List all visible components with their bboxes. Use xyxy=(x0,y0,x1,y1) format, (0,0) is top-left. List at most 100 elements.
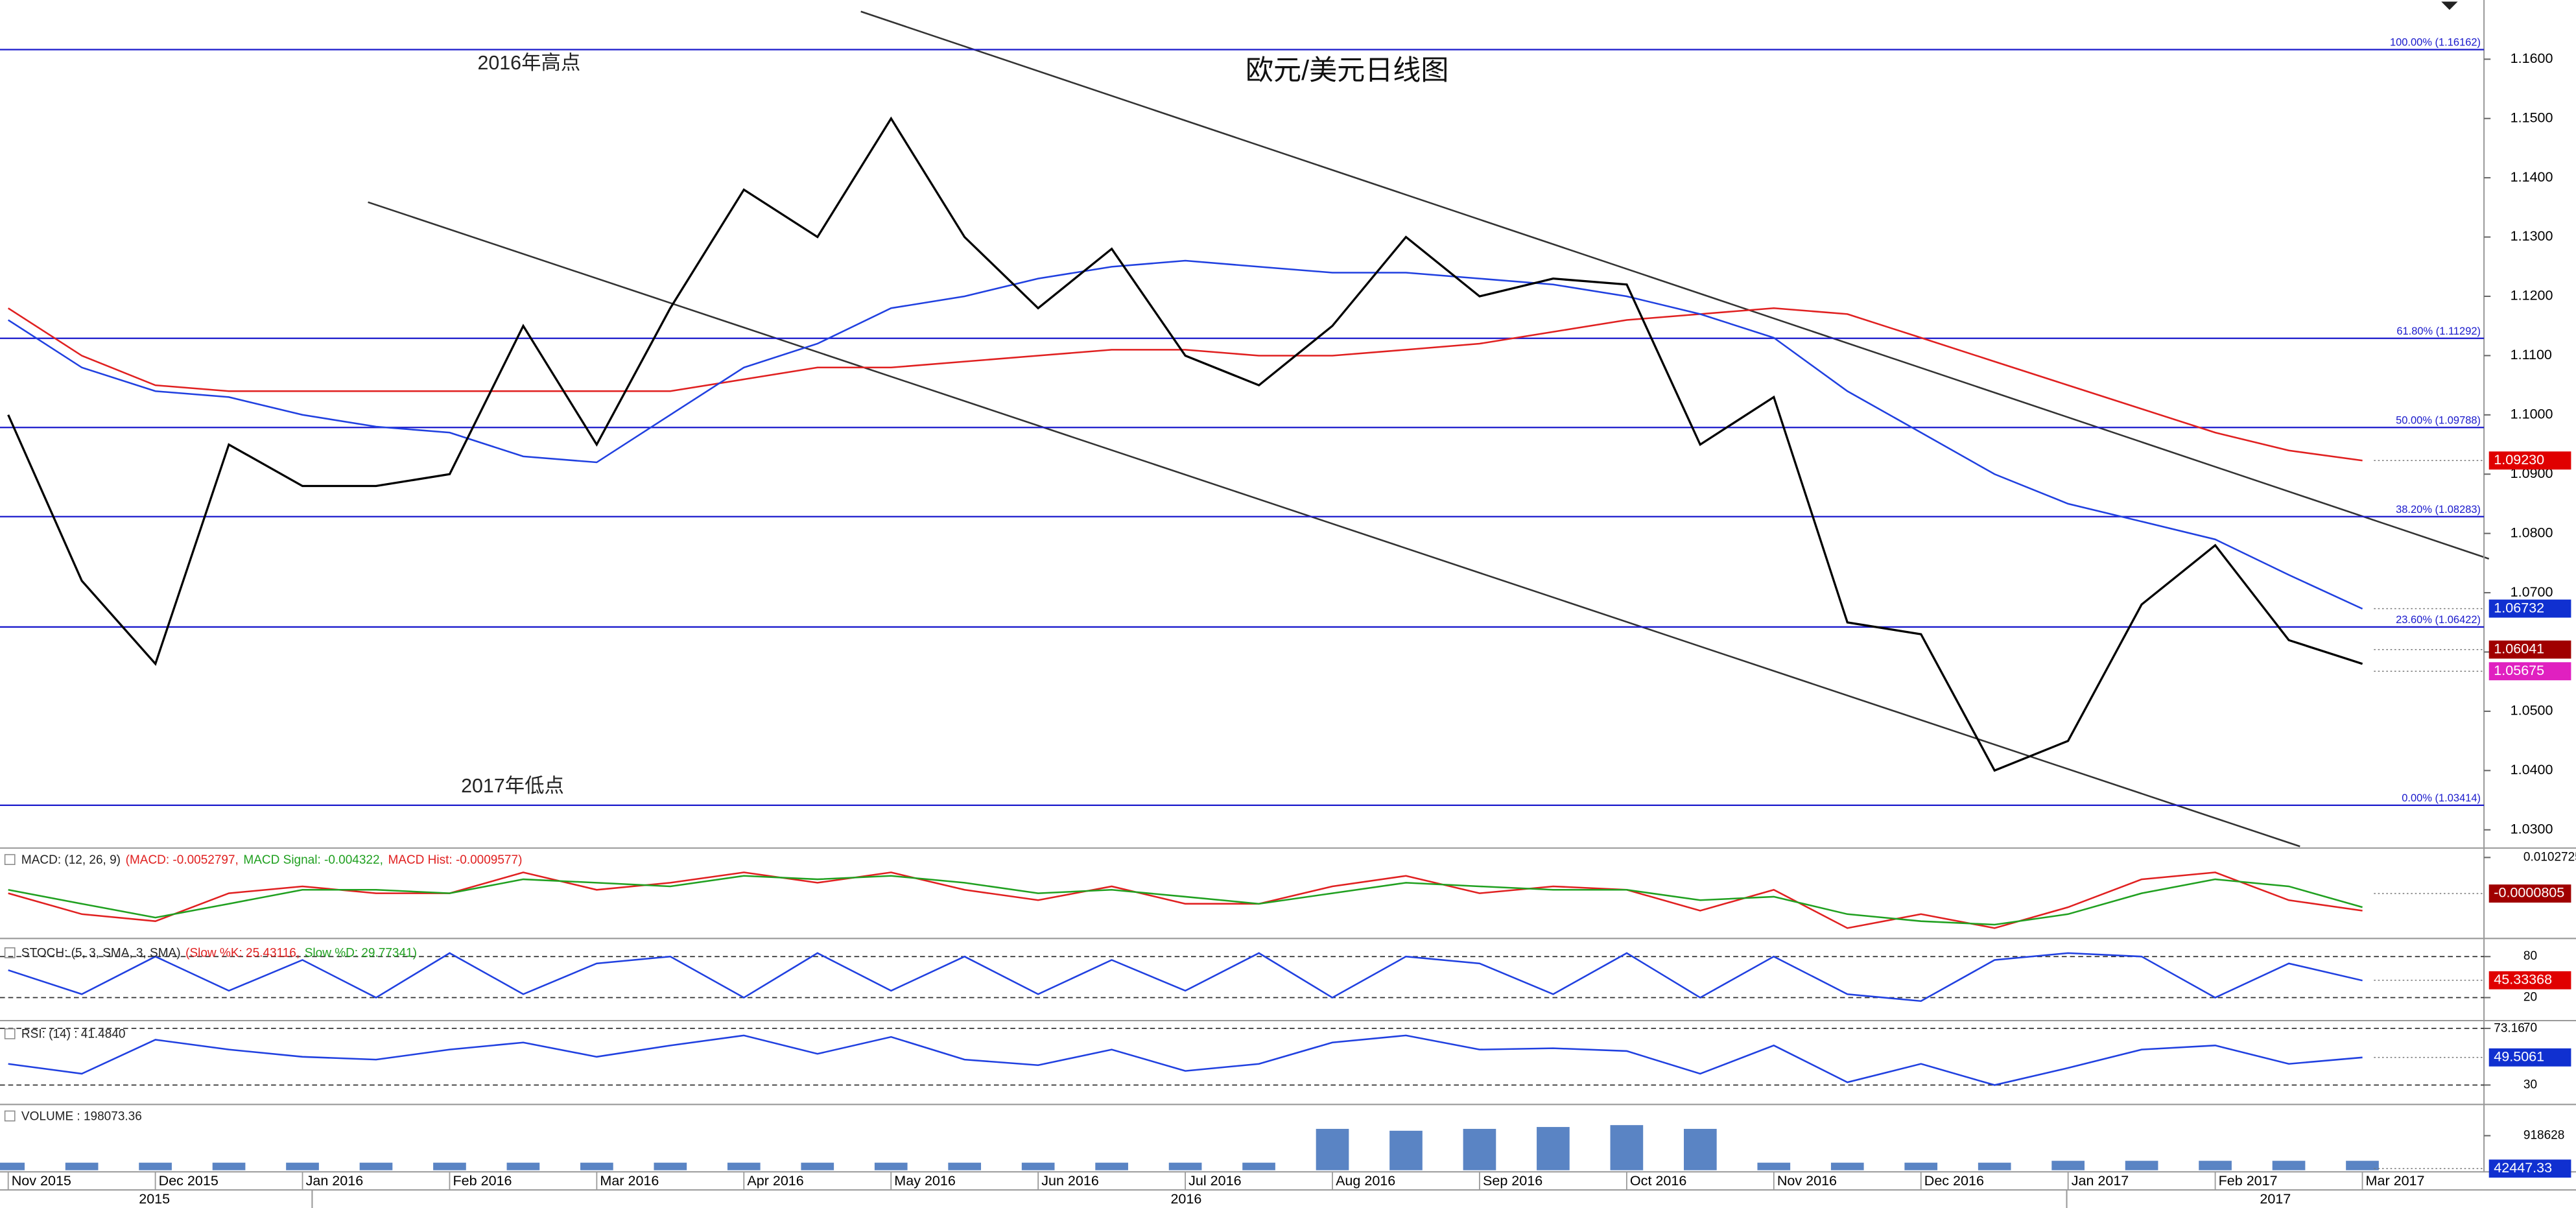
volume-bar xyxy=(874,1163,908,1170)
y-tick-label: 1.0300 xyxy=(2511,821,2553,836)
close-box xyxy=(4,1028,16,1039)
volume-bar xyxy=(1978,1163,2011,1170)
indicator-label: RSI: (14) : 41.4840 xyxy=(21,1028,126,1041)
price-tag xyxy=(2488,599,2571,618)
x-tick-label: Nov 2016 xyxy=(1777,1173,1837,1189)
x-tick-label: Feb 2016 xyxy=(453,1173,512,1189)
series-line xyxy=(7,116,2363,772)
y-tick-label: 1.1600 xyxy=(2511,51,2553,66)
price-tag xyxy=(2488,884,2571,903)
price-tag-label: -0.0000805 xyxy=(2494,885,2564,901)
year-label: 2017 xyxy=(2260,1191,2291,1207)
y-tick-label: 1.1500 xyxy=(2511,110,2553,125)
y-tick-label: 1.0800 xyxy=(2511,525,2553,540)
x-tick-label: Mar 2016 xyxy=(600,1173,659,1189)
price-tag xyxy=(2488,971,2571,989)
y-tick-label: 30 xyxy=(2523,1078,2537,1091)
indicator-label: MACD Signal: -0.004322, xyxy=(243,853,383,867)
fib-label: 0.00% (1.03414) xyxy=(2402,792,2481,804)
x-tick-label: May 2016 xyxy=(894,1173,956,1189)
series-line xyxy=(8,875,2363,926)
volume-bar xyxy=(1830,1163,1864,1170)
series-line xyxy=(8,952,2363,1002)
volume-bar xyxy=(1389,1130,1423,1170)
x-tick-label: Oct 2016 xyxy=(1630,1173,1686,1189)
close-box xyxy=(4,854,16,866)
series-line xyxy=(7,259,2363,610)
x-tick-label: Feb 2017 xyxy=(2219,1173,2278,1189)
indicator-label: VOLUME : 198073.36 xyxy=(21,1109,142,1123)
volume-bar xyxy=(1021,1163,1055,1170)
y-tick-label: 1.0400 xyxy=(2511,762,2553,777)
series-line xyxy=(8,1034,2363,1086)
volume-bar xyxy=(1242,1163,1275,1170)
y-tick-label: 1.0700 xyxy=(2511,584,2553,600)
y-tick-label: 1.1400 xyxy=(2511,169,2553,185)
x-tick-label: Dec 2015 xyxy=(159,1173,219,1189)
y-tick-label: 1.1300 xyxy=(2511,228,2553,244)
x-tick-label: Jul 2016 xyxy=(1188,1173,1241,1189)
x-tick-label: Dec 2016 xyxy=(1924,1173,1984,1189)
y-tick-label: 80 xyxy=(2523,949,2537,963)
fib-label: 61.80% (1.11292) xyxy=(2396,326,2481,337)
year-label: 2016 xyxy=(1170,1191,1201,1207)
x-tick-label: Nov 2015 xyxy=(12,1173,71,1189)
fib-label: 38.20% (1.08283) xyxy=(2396,504,2481,515)
volume-bar xyxy=(580,1163,613,1170)
y-tick-label: 1.0500 xyxy=(2511,703,2553,718)
volume-bar xyxy=(1316,1128,1349,1170)
volume-bar xyxy=(65,1163,99,1170)
y-max-label: 73.16 xyxy=(2494,1022,2525,1036)
y-tick-label: 70 xyxy=(2523,1021,2537,1035)
price-tag-label: 1.06732 xyxy=(2494,600,2544,615)
price-tag-label: 1.09230 xyxy=(2494,452,2544,468)
x-tick-label: Apr 2016 xyxy=(747,1173,803,1189)
x-tick-label: Aug 2016 xyxy=(1336,1173,1395,1189)
annotation: 2016年高点 xyxy=(477,52,580,74)
volume-bar xyxy=(1463,1128,1496,1170)
volume-bar xyxy=(433,1163,466,1170)
price-tag-label: 49.5061 xyxy=(2494,1048,2544,1064)
price-tag-label: 42447.33 xyxy=(2494,1160,2552,1176)
y-tick-label: 1.1200 xyxy=(2511,288,2553,303)
indicator-label: (Slow %K: 25.43116, xyxy=(185,947,300,960)
x-tick-label: Jun 2016 xyxy=(1041,1173,1099,1189)
y-tick-label: 918628 xyxy=(2523,1128,2564,1142)
x-tick-label: Jan 2017 xyxy=(2072,1173,2129,1189)
volume-bar xyxy=(2199,1161,2232,1170)
volume-bar xyxy=(1904,1163,1938,1170)
y-tick-label: 1.1000 xyxy=(2511,407,2553,422)
y-tick-label: 20 xyxy=(2523,991,2537,1004)
price-tag xyxy=(2488,451,2571,470)
volume-bar xyxy=(286,1163,319,1170)
price-tag xyxy=(2488,1048,2571,1067)
indicator-label: MACD: (12, 26, 9) xyxy=(21,853,121,867)
price-tag-label: 1.06041 xyxy=(2494,641,2544,656)
volume-bar xyxy=(1757,1163,1791,1170)
year-label: 2015 xyxy=(139,1191,170,1207)
volume-bar xyxy=(0,1163,25,1170)
y-tick-label: 1.1100 xyxy=(2511,347,2552,362)
volume-bar xyxy=(212,1163,246,1170)
indicator-label: (MACD: -0.0052797, xyxy=(126,853,239,867)
fib-label: 100.00% (1.16162) xyxy=(2390,37,2481,49)
x-tick-label: Mar 2017 xyxy=(2366,1173,2425,1189)
trend-line xyxy=(860,10,2490,560)
price-tag-label: 1.05675 xyxy=(2494,663,2544,678)
volume-bar xyxy=(654,1163,687,1170)
close-box xyxy=(4,947,16,958)
volume-bar xyxy=(727,1163,761,1170)
price-tag xyxy=(2488,640,2571,659)
volume-bar xyxy=(2051,1161,2085,1170)
series-line xyxy=(7,307,2363,462)
indicator-label: STOCH: (5, 3, SMA, 3, SMA) xyxy=(21,947,181,960)
volume-bar xyxy=(139,1163,172,1170)
y-tick-label: 0.0102725 xyxy=(2523,850,2576,864)
volume-bar xyxy=(1610,1125,1644,1170)
fib-label: 23.60% (1.06422) xyxy=(2396,614,2481,626)
volume-bar xyxy=(2346,1161,2379,1170)
menu-arrow[interactable] xyxy=(2441,1,2458,10)
